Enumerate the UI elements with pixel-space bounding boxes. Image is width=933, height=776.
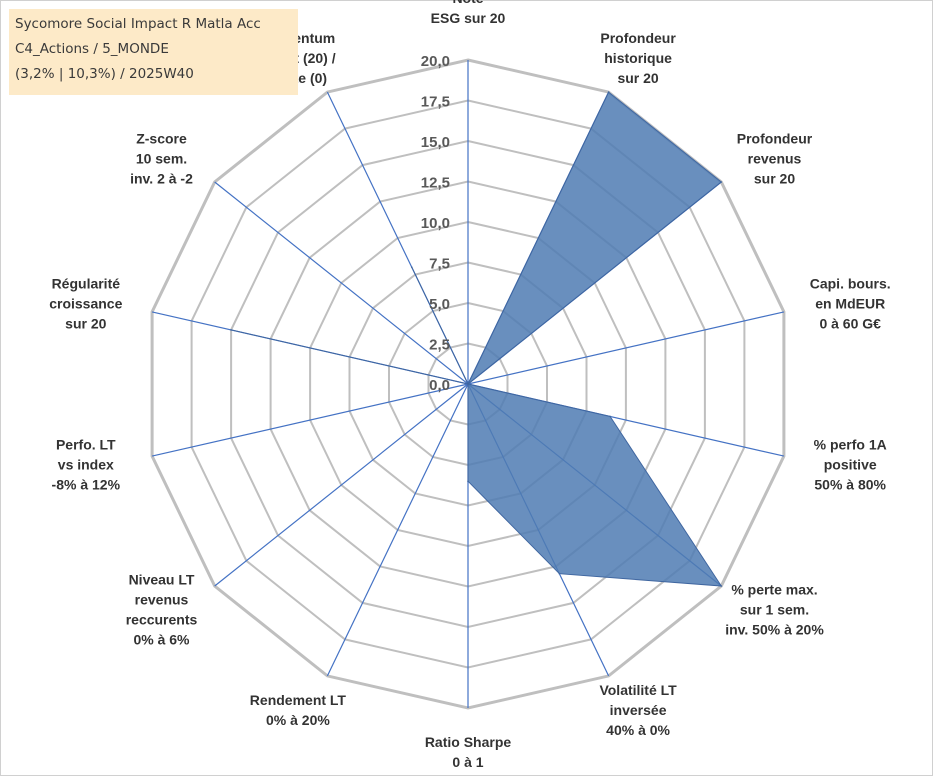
series-point: [720, 585, 723, 587]
axis-spoke: [151, 383, 469, 457]
axis-label: Profondeur revenus sur 20: [737, 130, 813, 186]
axis-label: Perfo. LT vs index -8% à 12%: [52, 437, 121, 493]
axis-spoke: [214, 383, 469, 587]
axis-label: Régularité croissance sur 20: [49, 275, 122, 331]
axis-spoke: [214, 181, 469, 385]
axis-label: Profondeur historique sur 20: [600, 30, 676, 86]
series-point: [230, 329, 232, 331]
tick-label: 2,5: [429, 337, 450, 354]
axis-label: Rendement LT 0% à 20%: [250, 692, 347, 728]
axis-label: Niveau LT revenus reccurents 0% à 6%: [126, 572, 198, 648]
tick-label: 0,0: [429, 377, 450, 394]
series-point: [558, 572, 561, 575]
axis-label: Capi. bours. en MdEUR 0 à 60 G€: [810, 275, 891, 331]
axis-label: NoteESG sur 20: [431, 0, 506, 26]
tick-label: 20,0: [421, 53, 450, 70]
tick-label: 15,0: [421, 134, 450, 151]
series-area: [230, 91, 723, 587]
series-point: [467, 480, 469, 483]
series-point: [411, 266, 413, 269]
tick-label: 7,5: [429, 256, 450, 273]
axis-spoke: [467, 311, 785, 385]
series-point: [720, 181, 723, 183]
tick-label: 5,0: [429, 296, 450, 313]
axis-label: Z-score 10 sem. inv. 2 à -2: [130, 130, 193, 186]
axis-label: Ratio Sharpe 0 à 1: [425, 734, 512, 770]
series-point: [609, 415, 611, 418]
axis-label: Volatilité LT inversée 40% à 0%: [599, 682, 677, 738]
axis-spoke: [326, 383, 469, 677]
fund-name: Sycomore Social Impact R Matla Acc: [15, 16, 261, 32]
tick-label: 17,5: [421, 94, 450, 111]
fund-stats: (3,2% | 10,3%) / 2025W40: [15, 66, 194, 82]
series-point: [467, 383, 469, 385]
fund-info-box: Sycomore Social Impact R Matla Acc C4_Ac…: [9, 9, 298, 95]
tick-label: 12,5: [421, 175, 450, 192]
axis-label: % perte max. sur 1 sem. inv. 50% à 20%: [725, 582, 824, 638]
axis-label: % perfo 1A positive 50% à 80%: [814, 437, 887, 493]
fund-category: C4_Actions / 5_MONDE: [15, 41, 169, 57]
tick-label: 10,0: [421, 215, 450, 232]
series-point: [607, 91, 610, 93]
radar-series: [230, 91, 723, 587]
radar-tick-labels: 0,0 2,5 5,0 7,5 10,0 12,5 15,0 17,5 20,0: [421, 53, 450, 394]
